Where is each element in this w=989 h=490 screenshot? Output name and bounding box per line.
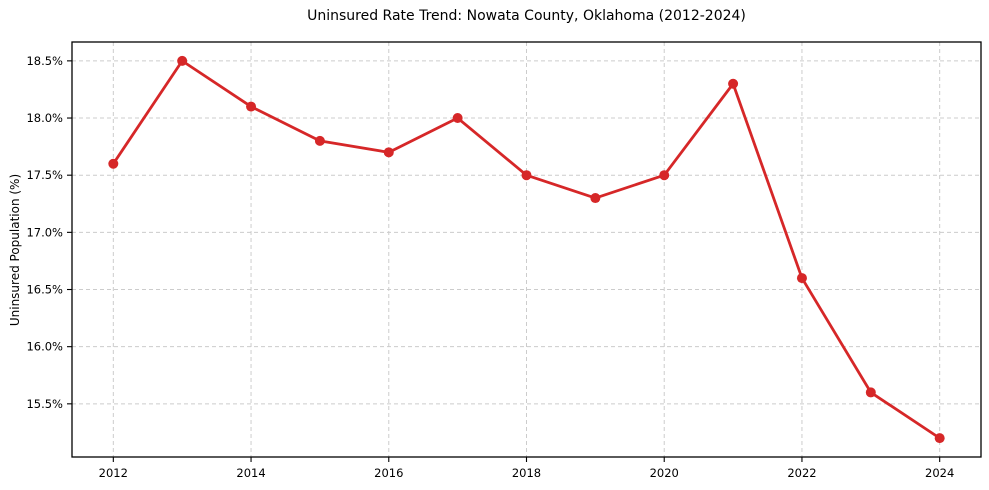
data-point-2013 xyxy=(177,55,188,66)
data-point-2012 xyxy=(108,158,119,169)
y-tick-label: 16.0% xyxy=(26,340,63,354)
y-tick-label: 18.5% xyxy=(26,54,63,68)
data-point-2024 xyxy=(934,433,945,444)
x-tick-label: 2024 xyxy=(925,466,954,480)
x-tick-label: 2022 xyxy=(787,466,816,480)
y-tick-label: 17.5% xyxy=(26,168,63,182)
x-tick-label: 2020 xyxy=(650,466,679,480)
y-tick-label: 16.5% xyxy=(26,283,63,297)
chart-title: Uninsured Rate Trend: Nowata County, Okl… xyxy=(307,8,746,24)
x-tick-label: 2012 xyxy=(99,466,128,480)
data-point-2021 xyxy=(728,78,739,89)
data-point-2016 xyxy=(383,147,394,158)
data-point-2022 xyxy=(796,273,807,284)
x-tick-label: 2018 xyxy=(512,466,541,480)
y-tick-label: 18.0% xyxy=(26,111,63,125)
x-tick-label: 2016 xyxy=(374,466,403,480)
y-tick-label: 15.5% xyxy=(26,397,63,411)
data-point-2017 xyxy=(452,113,463,124)
data-point-2015 xyxy=(314,135,325,146)
data-point-2020 xyxy=(659,170,670,181)
data-point-2019 xyxy=(590,193,601,204)
data-point-2014 xyxy=(246,101,257,112)
data-point-2018 xyxy=(521,170,532,181)
x-tick-label: 2014 xyxy=(236,466,265,480)
y-tick-label: 17.0% xyxy=(26,225,63,239)
data-point-2023 xyxy=(865,387,876,398)
